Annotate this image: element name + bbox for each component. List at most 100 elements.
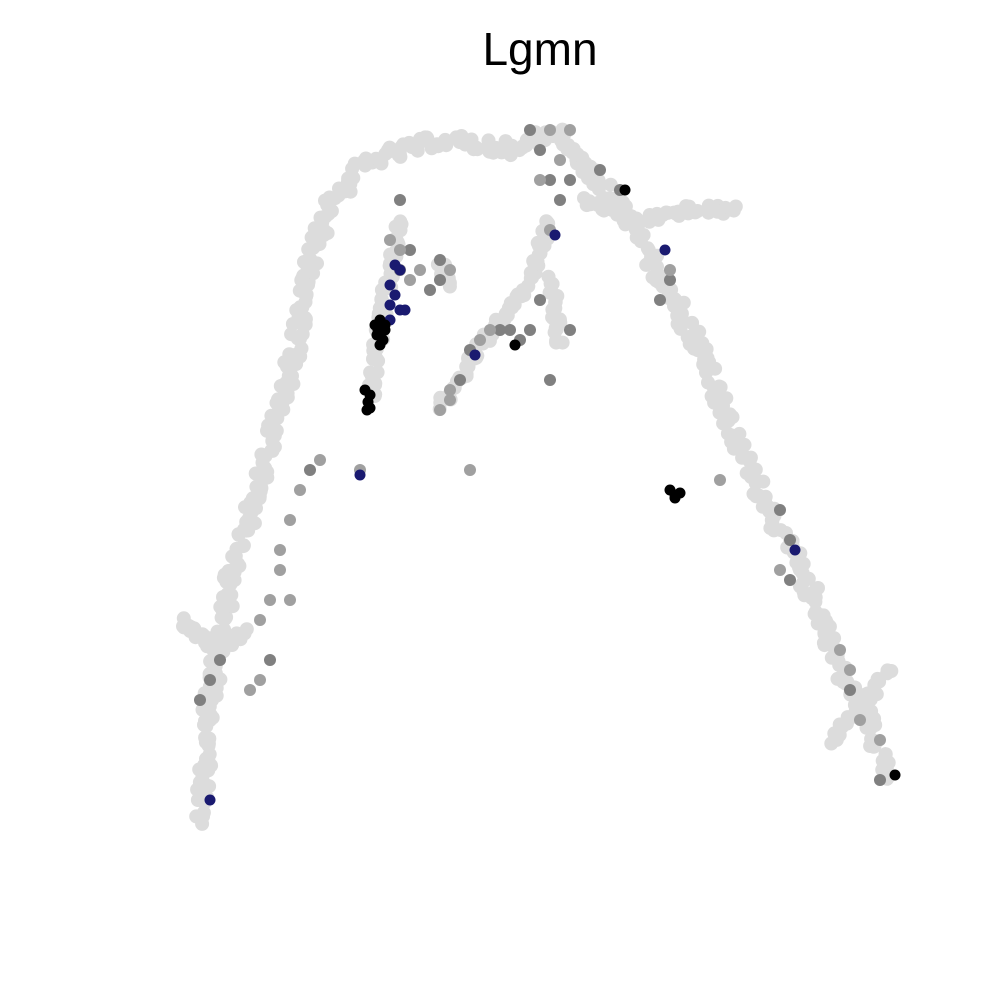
low-expression-point xyxy=(194,694,206,706)
low-expression-point xyxy=(394,194,406,206)
low-expression-point xyxy=(264,594,276,606)
low-expression-point xyxy=(434,254,446,266)
background-cell-point xyxy=(312,237,327,251)
low-expression-point xyxy=(564,174,576,186)
low-expression-point xyxy=(254,614,266,626)
low-expression-point xyxy=(434,404,446,416)
low-expression-point xyxy=(264,654,276,666)
background-cell-point xyxy=(269,395,284,410)
low-expression-point xyxy=(214,654,226,666)
low-expression-point xyxy=(714,474,726,486)
mid-expression-point xyxy=(549,229,561,241)
low-expression-point xyxy=(414,264,426,276)
low-expression-point xyxy=(774,564,786,576)
low-expression-point xyxy=(854,714,866,726)
low-expression-point xyxy=(844,664,856,676)
high-expression-point xyxy=(889,769,901,781)
low-expression-point xyxy=(464,464,476,476)
low-expression-point xyxy=(554,194,566,206)
low-expression-point xyxy=(874,774,886,786)
background-cell-point xyxy=(216,590,230,605)
low-expression-point xyxy=(434,274,446,286)
low-expression-point xyxy=(474,334,486,346)
low-expression-point xyxy=(874,734,886,746)
low-expression-point xyxy=(384,234,396,246)
background-cell-point xyxy=(629,230,644,245)
background-cell-point xyxy=(363,365,378,380)
high-expression-point xyxy=(374,339,386,351)
low-expression-point xyxy=(564,324,576,336)
background-cells xyxy=(176,122,899,831)
low-expression-point xyxy=(534,174,546,186)
background-cell-point xyxy=(726,203,741,218)
background-cell-point xyxy=(198,735,213,750)
background-cell-point xyxy=(721,413,736,428)
chart-title: Lgmn xyxy=(482,23,598,75)
low-expression-point xyxy=(204,674,216,686)
low-expression-point xyxy=(784,574,796,586)
low-expression-point xyxy=(494,324,506,336)
background-cell-point xyxy=(549,335,564,350)
low-expression-point xyxy=(554,154,566,166)
background-cell-point xyxy=(748,475,763,490)
background-cell-point xyxy=(690,204,705,218)
mid-expression-point xyxy=(394,264,406,276)
background-cell-point xyxy=(748,462,763,477)
mid-expression-point xyxy=(204,794,216,806)
low-expression-point xyxy=(654,294,666,306)
high-expression-point xyxy=(361,404,373,416)
low-expression-point xyxy=(664,264,676,276)
background-cell-point xyxy=(469,140,483,155)
mid-expression-point xyxy=(384,299,396,311)
low-expression-point xyxy=(484,324,496,336)
mid-expression-point xyxy=(469,349,481,361)
low-expression-point xyxy=(544,174,556,186)
low-expression-point xyxy=(454,374,466,386)
low-expression-point xyxy=(424,284,436,296)
background-cell-point xyxy=(371,353,386,368)
high-expression-point xyxy=(509,339,521,351)
background-cell-point xyxy=(676,295,691,310)
high-expression-point xyxy=(619,184,631,196)
low-expression-point xyxy=(304,464,316,476)
low-expression-point xyxy=(404,274,416,286)
background-cell-point xyxy=(439,138,454,153)
background-cell-point xyxy=(442,279,457,294)
low-expression-point xyxy=(254,674,266,686)
low-expression-point xyxy=(834,644,846,656)
low-expression-point xyxy=(534,294,546,306)
low-expression-point xyxy=(444,384,456,396)
background-cell-point xyxy=(295,300,310,315)
low-expression-point xyxy=(534,144,546,156)
low-expression-point xyxy=(284,514,296,526)
low-expression-point xyxy=(594,164,606,176)
mid-expression-point xyxy=(354,469,366,481)
mid-expression-point xyxy=(659,244,671,256)
background-cell-point xyxy=(804,591,819,606)
low-expression-point xyxy=(774,504,786,516)
background-cell-point xyxy=(773,523,788,538)
low-expression-point xyxy=(244,684,256,696)
low-expression-point xyxy=(564,124,576,136)
background-cell-point xyxy=(410,143,425,158)
background-cell-point xyxy=(735,450,750,465)
background-cell-point xyxy=(279,358,294,372)
low-expression-point xyxy=(784,534,796,546)
background-cell-point xyxy=(884,664,899,678)
low-expression-point xyxy=(544,124,556,136)
low-expression-point xyxy=(664,274,676,286)
high-expression-point xyxy=(669,492,681,504)
background-cell-point xyxy=(418,130,433,145)
mid-expression-point xyxy=(789,544,801,556)
mid-expression-cells xyxy=(204,229,801,806)
low-expression-point xyxy=(274,564,286,576)
low-expression-point xyxy=(274,544,286,556)
low-expression-point xyxy=(294,484,306,496)
low-expression-point xyxy=(504,324,516,336)
background-cell-point xyxy=(687,341,702,356)
background-cell-point xyxy=(237,626,252,641)
low-expression-point xyxy=(404,244,416,256)
background-cell-point xyxy=(267,439,282,454)
background-cell-point xyxy=(345,170,360,185)
background-cell-point xyxy=(603,177,618,192)
